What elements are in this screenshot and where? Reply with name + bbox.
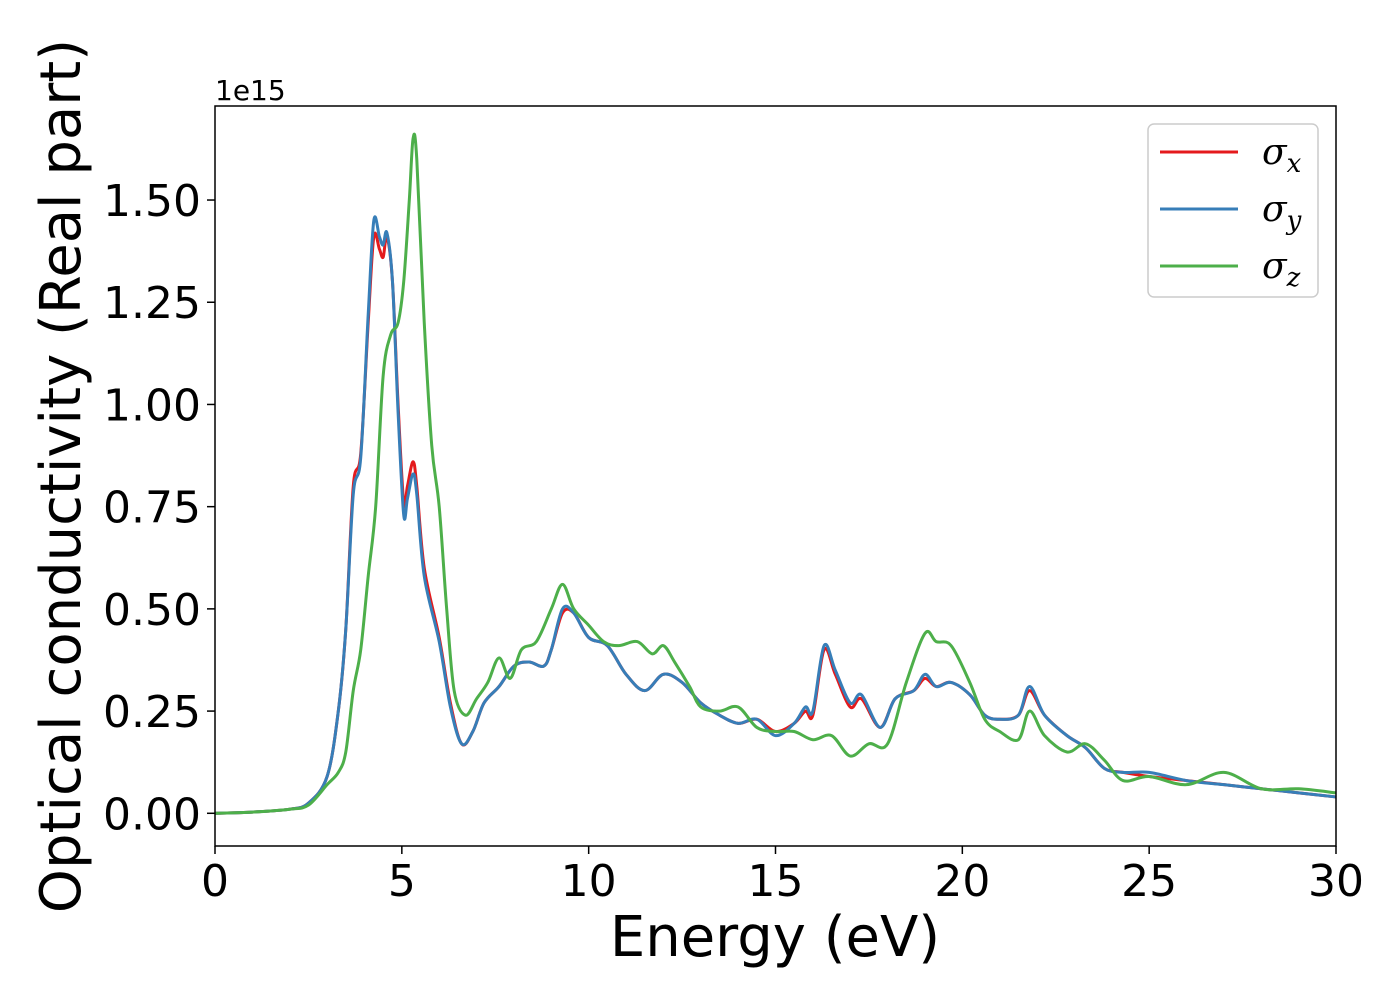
x-tick-label: 25 — [1121, 856, 1177, 907]
y-axis-label: Optical conductivity (Real part) — [29, 39, 94, 913]
y-tick-label: 1.00 — [103, 380, 201, 431]
series-line-z — [214, 132, 1337, 815]
x-tick-label: 10 — [561, 856, 617, 907]
y-tick-label: 1.25 — [103, 278, 201, 329]
y-tick-label: 0.00 — [103, 789, 201, 840]
y-offset-label: 1e15 — [215, 74, 286, 107]
series-layer — [214, 132, 1337, 815]
x-tick-label: 5 — [388, 856, 416, 907]
series-line-y — [214, 215, 1337, 815]
y-tick-label: 0.50 — [103, 585, 201, 636]
y-axis-ticks: 0.00 0.25 0.50 0.75 1.00 1.25 1.50 — [103, 176, 215, 840]
x-tick-label: 30 — [1308, 856, 1364, 907]
y-tick-label: 0.75 — [103, 483, 201, 534]
x-tick-label: 15 — [748, 856, 804, 907]
x-axis-label: Energy (eV) — [610, 905, 940, 970]
x-tick-label: 0 — [201, 856, 229, 907]
x-axis-ticks: 0 5 10 15 20 25 30 — [201, 846, 1364, 907]
y-tick-label: 1.50 — [103, 176, 201, 227]
y-tick-label: 0.25 — [103, 687, 201, 738]
x-tick-label: 20 — [934, 856, 990, 907]
